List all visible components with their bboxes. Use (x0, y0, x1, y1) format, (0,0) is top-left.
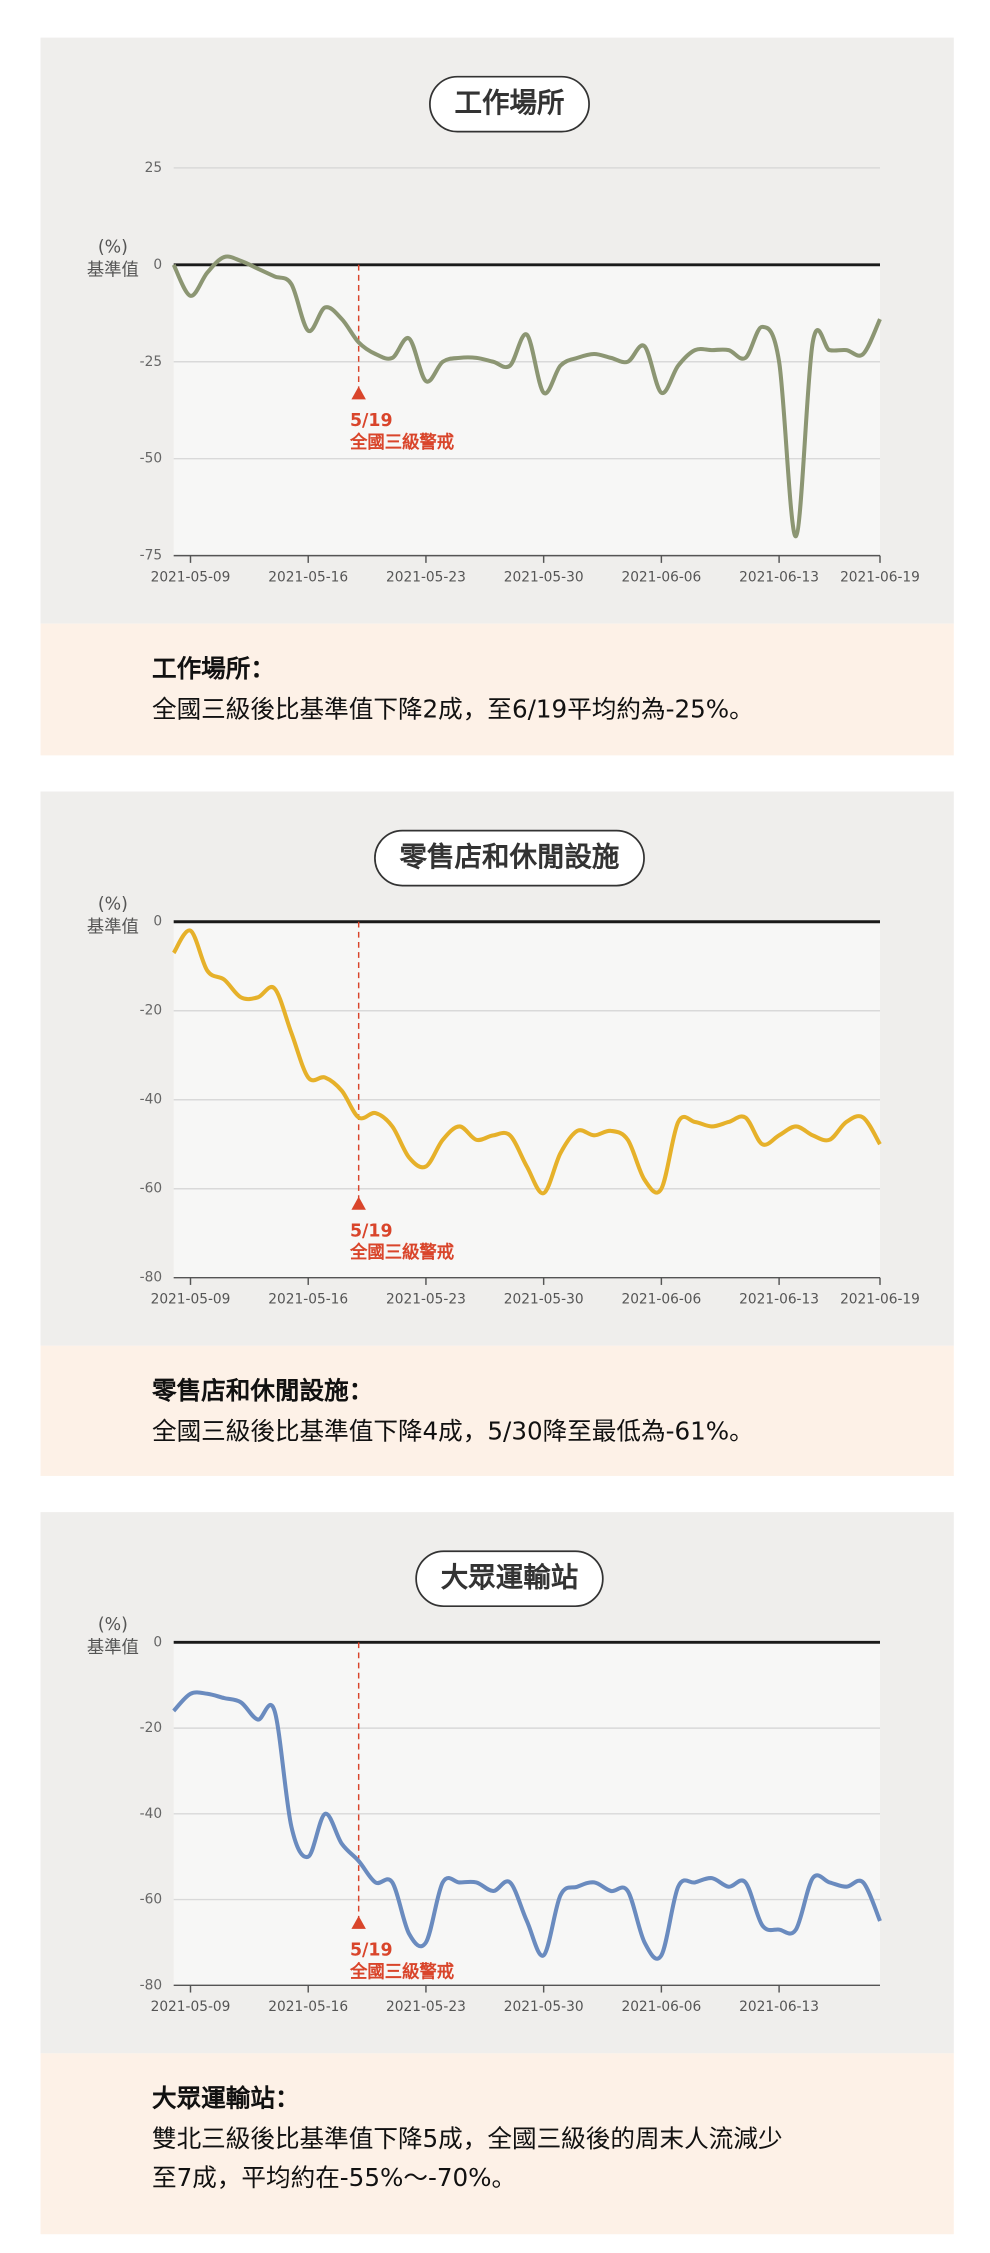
x-tick-label: 2021-05-23 (386, 1291, 466, 1307)
x-tick-label: 2021-06-06 (621, 1291, 701, 1307)
baseline-label: 基準值 (87, 261, 139, 281)
x-tick-label: 2021-06-13 (739, 1291, 819, 1307)
y-tick-label: -60 (140, 1892, 162, 1908)
note-background (40, 623, 954, 756)
x-tick-label: 2021-05-09 (151, 1291, 231, 1307)
y-tick-label: -20 (140, 1720, 162, 1736)
note-title: 大眾運輸站： (152, 2084, 300, 2113)
y-tick-label: -40 (140, 1806, 162, 1822)
chart-title: 零售店和休閒設施 (399, 841, 620, 873)
annotation-text: 全國三級警戒 (349, 1961, 455, 1982)
y-tick-label: -40 (140, 1092, 162, 1108)
note-title: 零售店和休閒設施： (152, 1376, 373, 1405)
annotation-marker (351, 386, 366, 400)
plot-area (173, 264, 880, 556)
x-tick-label: 2021-06-06 (621, 569, 701, 585)
note-text: 至7成，平均約在-55%～-70%。 (152, 2163, 516, 2192)
note-background (40, 2053, 954, 2235)
baseline-label: 基準值 (87, 1638, 139, 1658)
x-tick-label: 2021-06-19 (840, 1291, 920, 1307)
chart-card: 0 -20 -40 -60 -80 2021-05-09 2021-05-16 2021-05… (40, 1512, 954, 2235)
y-tick-label: 0 (153, 914, 162, 930)
annotation-label: 5/19 (350, 1221, 393, 1241)
y-tick-label: 25 (145, 160, 162, 176)
chart-title: 大眾運輸站 (441, 1562, 578, 1594)
y-tick-label: -50 (140, 451, 162, 467)
x-tick-label: 2021-05-30 (504, 1291, 584, 1307)
note-background (40, 1345, 954, 1476)
note-text: 全國三級後比基準值下降2成，至6/19平均約為-25%。 (152, 694, 754, 723)
x-tick-label: 2021-06-13 (739, 569, 819, 585)
y-tick-label: 0 (153, 1634, 162, 1650)
x-tick-label: 2021-05-23 (386, 1999, 466, 2015)
y-tick-label: -60 (140, 1181, 162, 1197)
chart-title: 工作場所 (454, 87, 564, 119)
y-axis-label: (%) (98, 237, 128, 257)
x-tick-label: 2021-05-09 (151, 1999, 231, 2015)
annotation-text: 全國三級警戒 (349, 432, 455, 453)
title-pill (374, 829, 645, 887)
x-tick-label: 2021-05-16 (268, 1999, 348, 2015)
annotation-label: 5/19 (350, 411, 393, 431)
annotation-marker (351, 1196, 366, 1210)
x-tick-label: 2021-06-06 (621, 1999, 701, 2015)
y-tick-label: -25 (140, 354, 162, 370)
x-tick-label: 2021-05-30 (504, 1999, 584, 2015)
x-tick-label: 2021-05-16 (268, 1291, 348, 1307)
data-line (171, 254, 882, 539)
annotation-marker (351, 1915, 366, 1929)
annotation-text: 全國三級警戒 (349, 1242, 455, 1263)
note-title: 工作場所： (152, 654, 275, 683)
x-tick-label: 2021-05-16 (268, 569, 348, 585)
x-tick-label: 2021-05-23 (386, 569, 466, 585)
y-axis-label: (%) (98, 894, 128, 914)
annotation-label: 5/19 (350, 1941, 393, 1961)
y-tick-label: -80 (140, 1270, 162, 1286)
x-tick-label: 2021-06-13 (739, 1999, 819, 2015)
y-axis-label: (%) (98, 1615, 128, 1635)
x-tick-label: 2021-05-09 (151, 569, 231, 585)
x-tick-label: 2021-06-19 (840, 569, 920, 585)
data-line (172, 1690, 882, 1961)
baseline-label: 基準值 (87, 918, 139, 938)
x-tick-label: 2021-05-30 (504, 569, 584, 585)
y-tick-label: -80 (140, 1977, 162, 1993)
chart-card: 0 -20 -40 -60 -80 2021-05-09 2021-05-16 2021-05… (40, 791, 954, 1476)
chart-card: 25 0 -25 -50 -75 2021-05-09 2021-05-16 2021-05-… (40, 37, 954, 756)
y-tick-label: -20 (140, 1003, 162, 1019)
title-pill (429, 75, 590, 133)
note-text: 全國三級後比基準值下降4成，5/30降至最低為-61%。 (152, 1417, 754, 1446)
y-tick-label: 0 (153, 257, 162, 273)
title-pill (415, 1550, 604, 1608)
note-text: 雙北三級後比基準值下降5成，全國三級後的周末人流減少 (152, 2124, 783, 2153)
y-tick-label: -75 (140, 548, 162, 564)
data-line (171, 928, 882, 1196)
